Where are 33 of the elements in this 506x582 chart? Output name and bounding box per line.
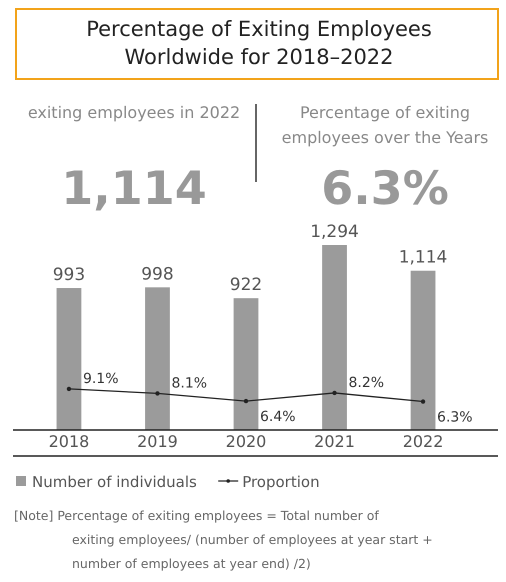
text: 1,114 bbox=[61, 161, 207, 215]
data-label: 6.4% bbox=[260, 409, 296, 426]
text: Percentage of exiting employees over the Years bbox=[282, 103, 488, 147]
data-label: 1,114 bbox=[398, 248, 448, 268]
chart-title: Percentage of Exiting Employees Worldwide for 2018–2022 bbox=[86, 17, 432, 69]
x-tick-label: 2020 bbox=[226, 432, 266, 451]
x-tick-label: 2021 bbox=[314, 432, 355, 451]
bar bbox=[56, 288, 82, 430]
bar bbox=[322, 245, 347, 430]
data-label: 8.2% bbox=[348, 374, 384, 391]
data-label: 922 bbox=[230, 275, 262, 296]
text: exiting employees in 2022 bbox=[28, 103, 240, 122]
bar bbox=[145, 287, 170, 430]
data-label: 993 bbox=[52, 265, 86, 286]
data-label: 6.3% bbox=[437, 410, 473, 426]
legend-label: Proportion bbox=[242, 473, 320, 491]
text: [Note] Percentage of exiting employees = Total number of exiting employees/ (number of employees at year start + number of employees at year end) /2) bbox=[14, 508, 433, 571]
bar bbox=[234, 298, 258, 430]
point bbox=[244, 398, 248, 404]
point bbox=[420, 399, 426, 404]
text: 6.3% bbox=[321, 161, 449, 215]
data-label: 1,294 bbox=[310, 222, 359, 242]
data-label: 8.1% bbox=[171, 375, 208, 392]
x-tick-label: 2018 bbox=[48, 432, 90, 451]
point bbox=[332, 390, 337, 396]
data-label: 998 bbox=[141, 264, 174, 284]
bar bbox=[410, 270, 436, 430]
x-tick-label: 2022 bbox=[402, 432, 444, 451]
point bbox=[155, 391, 160, 396]
point bbox=[66, 386, 72, 392]
data-label: 9.1% bbox=[82, 370, 119, 387]
x-tick-label: 2019 bbox=[137, 432, 178, 451]
legend-label: Number of individuals bbox=[32, 473, 198, 491]
